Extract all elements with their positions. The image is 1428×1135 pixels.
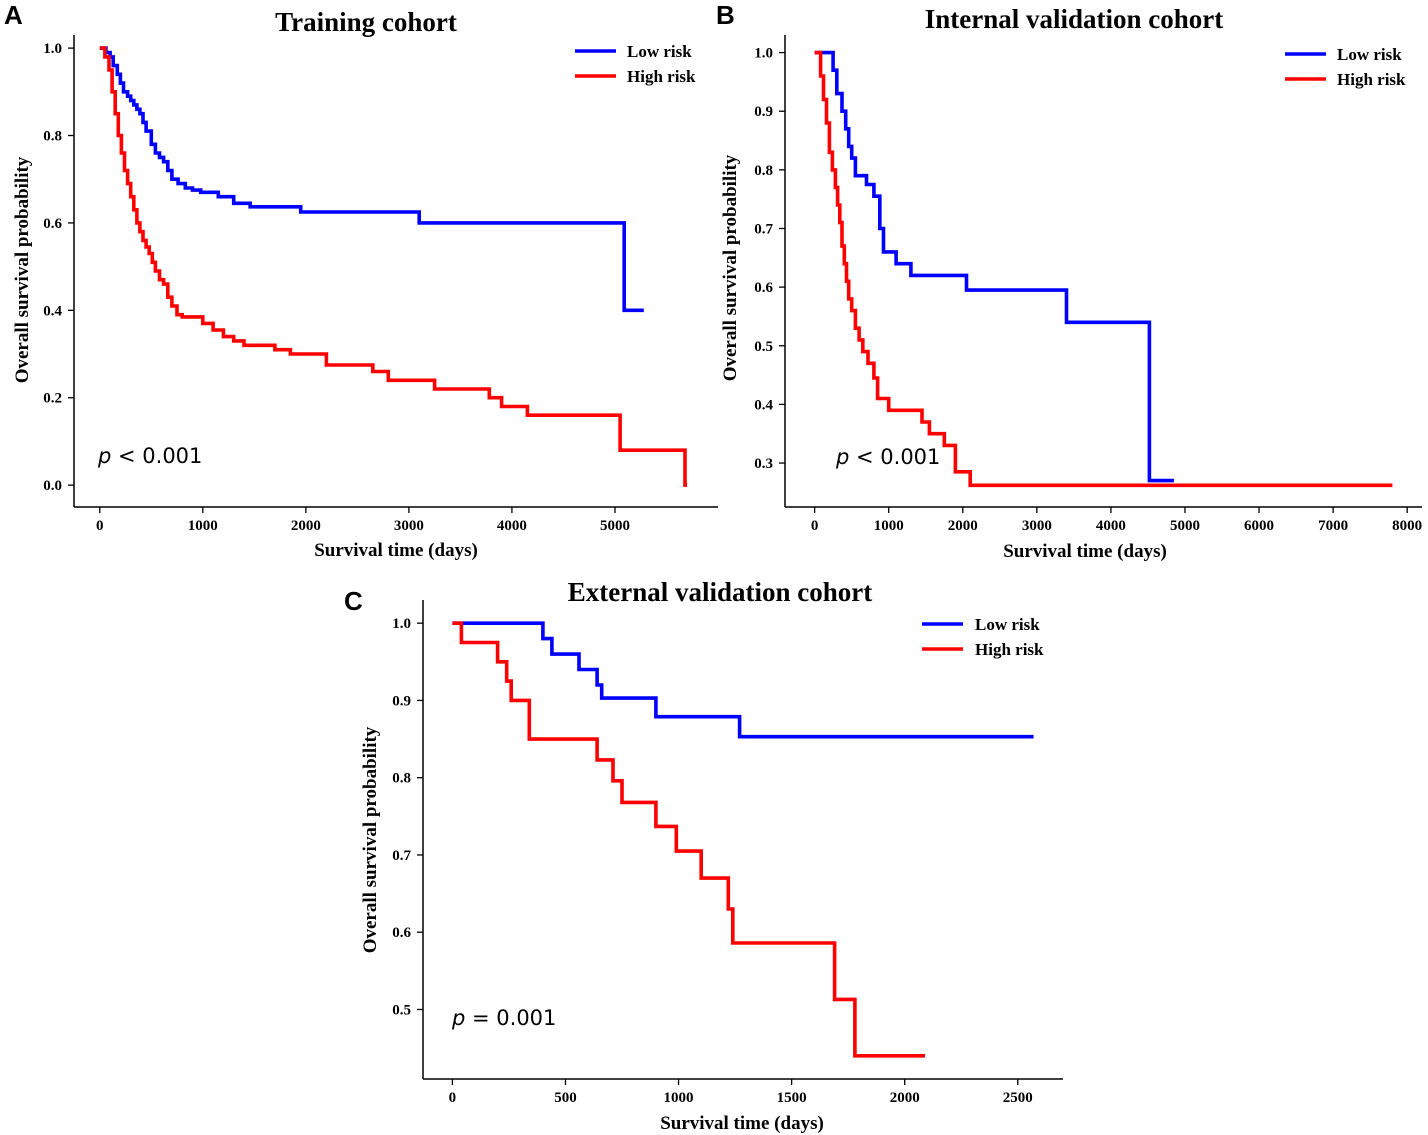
p-value-text-c: = 0.001 <box>465 1006 556 1030</box>
x-axis-label-a: Survival time (days) <box>314 540 478 561</box>
legend-label-low-risk-b: Low risk <box>1337 45 1402 64</box>
y-axis-label-c: Overall survival probability <box>360 726 381 953</box>
y-tick-label-b: 0.4 <box>754 397 773 413</box>
y-tick-label-b: 0.6 <box>754 280 773 296</box>
p-value-text-b: < 0.001 <box>849 445 940 469</box>
x-tick-label-b: 4000 <box>1096 518 1126 534</box>
x-tick-label-b: 8000 <box>1392 518 1422 534</box>
x-axis-label-b: Survival time (days) <box>1003 541 1167 562</box>
x-tick-label-c: 1000 <box>664 1090 694 1106</box>
y-tick-label-b: 0.9 <box>754 104 773 120</box>
p-value-annotation-a: p < 0.001 <box>97 444 202 468</box>
plot-area-a: 0 1000 2000 3000 4000 5000 0.0 0.2 0.4 0.6 0.8 1.0 <box>43 35 718 534</box>
y-tick-label-a: 0.2 <box>43 391 62 407</box>
survival-curve-high-risk-b <box>814 50 1393 488</box>
x-axis-label-c: Survival time (days) <box>660 1113 824 1134</box>
y-tick-label-a: 1.0 <box>43 41 62 57</box>
x-tick-label-c: 1500 <box>777 1090 807 1106</box>
x-tick-label-c: 2500 <box>1003 1090 1033 1106</box>
p-value-annotation-b: p < 0.001 <box>835 445 940 469</box>
legend-label-low-risk-c: Low risk <box>975 615 1040 634</box>
x-tick-label-b: 3000 <box>1022 518 1052 534</box>
legend-b: Low risk High risk <box>1285 45 1406 89</box>
plot-area-b: 0 1000 2000 3000 4000 5000 6000 7000 8000 0.3 0.4 0… <box>754 35 1422 534</box>
x-tick-label-c: 0 <box>449 1090 457 1106</box>
y-tick-label-b: 0.3 <box>754 456 773 472</box>
x-tick-label-b: 5000 <box>1170 518 1200 534</box>
y-tick-label-c: 0.9 <box>392 693 411 709</box>
legend-a: Low risk High risk <box>575 42 696 86</box>
p-symbol-a: p <box>97 444 111 468</box>
survival-curve-low-risk-c <box>452 621 1034 739</box>
y-tick-label-a: 0.8 <box>43 129 62 145</box>
y-tick-label-b: 1.0 <box>754 46 773 62</box>
y-tick-label-a: 0.6 <box>43 216 62 232</box>
plot-area-c: 0 500 1000 1500 2000 2500 0.5 0.6 0.7 0.8 0.9 1.0 <box>392 600 1063 1106</box>
x-tick-label-a: 3000 <box>394 518 424 534</box>
survival-curve-high-risk-a <box>99 46 688 487</box>
legend-label-high-risk-c: High risk <box>975 640 1044 659</box>
chart-title-b: Internal validation cohort <box>925 4 1224 34</box>
x-tick-label-a: 0 <box>96 518 104 534</box>
panel-c: C External validation cohort 0 500 1000 150… <box>344 577 1063 1134</box>
p-value-text-a: < 0.001 <box>111 444 202 468</box>
panel-b: B Internal validation cohort 0 1000 2000 30… <box>716 0 1422 562</box>
y-tick-label-a: 0.4 <box>43 303 62 319</box>
x-tick-label-a: 5000 <box>600 518 630 534</box>
x-tick-label-c: 2000 <box>890 1090 920 1106</box>
panel-a: A Training cohort 0 1000 2000 3000 4000 50000… <box>4 0 718 561</box>
x-tick-label-b: 7000 <box>1318 518 1348 534</box>
x-tick-label-c: 500 <box>554 1090 577 1106</box>
chart-title-a: Training cohort <box>275 7 457 37</box>
panel-letter-c: C <box>344 586 363 616</box>
legend-c: Low risk High risk <box>922 615 1044 659</box>
y-tick-label-b: 0.5 <box>754 339 773 355</box>
y-tick-label-c: 0.8 <box>392 771 411 787</box>
survival-curve-high-risk-c <box>452 621 925 1058</box>
legend-label-low-risk-a: Low risk <box>627 42 692 61</box>
x-tick-label-b: 2000 <box>948 518 978 534</box>
y-tick-label-a: 0.0 <box>43 478 62 494</box>
p-symbol-b: p <box>835 445 849 469</box>
survival-curve-low-risk-a <box>99 46 644 313</box>
y-axis-label-a: Overall survival probability <box>12 156 33 383</box>
y-tick-label-c: 0.5 <box>392 1002 411 1018</box>
y-tick-label-c: 1.0 <box>392 616 411 632</box>
legend-label-high-risk-a: High risk <box>627 67 696 86</box>
y-tick-label-c: 0.6 <box>392 925 411 941</box>
x-tick-label-b: 0 <box>811 518 819 534</box>
y-tick-label-c: 0.7 <box>392 848 411 864</box>
panel-letter-b: B <box>716 0 735 30</box>
p-value-annotation-c: p = 0.001 <box>451 1006 556 1030</box>
x-tick-label-b: 6000 <box>1244 518 1274 534</box>
x-tick-label-a: 1000 <box>188 518 218 534</box>
y-tick-label-b: 0.8 <box>754 163 773 179</box>
x-tick-label-b: 1000 <box>874 518 904 534</box>
chart-title-c: External validation cohort <box>568 577 873 607</box>
x-tick-label-a: 4000 <box>497 518 527 534</box>
legend-label-high-risk-b: High risk <box>1337 70 1406 89</box>
y-axis-label-b: Overall survival probability <box>720 154 741 381</box>
survival-curve-low-risk-b <box>814 50 1174 483</box>
y-tick-label-b: 0.7 <box>754 221 773 237</box>
p-symbol-c: p <box>451 1006 465 1030</box>
x-tick-label-a: 2000 <box>291 518 321 534</box>
panel-letter-a: A <box>4 0 23 30</box>
